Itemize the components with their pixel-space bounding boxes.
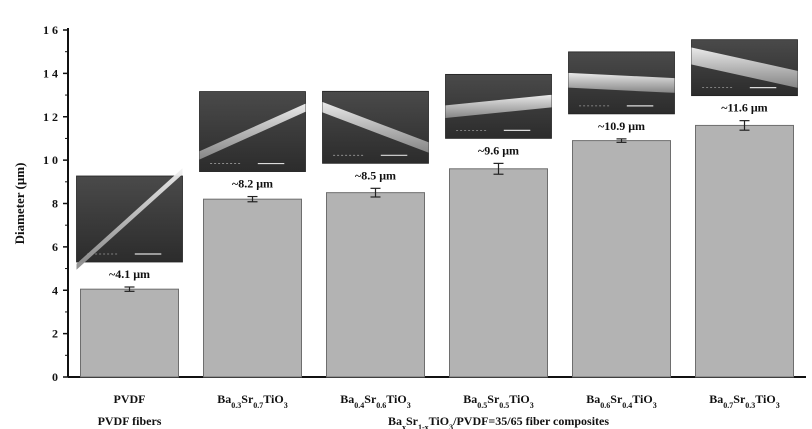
y-axis-title: Diameter (μm) <box>12 163 27 245</box>
bar-1 <box>80 288 179 378</box>
category-label-2: Ba0.3Sr0.7TiO3 <box>217 392 287 410</box>
sem-insets: SEM micrographSEM micrographSEM microgra… <box>76 39 798 270</box>
axes: 0 2 4 6 8 1 0 1 2 1 4 1 6 Diameter (μm) <box>12 23 806 384</box>
group-label-pvdf: PVDF fibers <box>98 414 162 428</box>
sem-image-3: SEM micrograph <box>322 90 429 164</box>
y-tick-label: 0 <box>52 370 58 384</box>
y-tick-label: 8 <box>52 197 58 211</box>
data-label: ~11.6 μm <box>721 101 767 115</box>
labels: ~4.1 μm PVDF ~8.2 μm Ba0.3Sr0.7TiO3 ~8.5 μm B… <box>98 101 780 429</box>
bars <box>80 120 794 378</box>
sem-image-6: SEM micrograph <box>691 39 798 97</box>
y-tick-label: 2 <box>52 327 58 341</box>
bar-3 <box>326 192 425 378</box>
y-tick-label: 1 0 <box>43 153 58 167</box>
bar-6 <box>695 124 794 378</box>
category-label-6: Ba0.7Sr0.3TiO3 <box>709 392 779 410</box>
group-label-composites: BaxSr1-xTiO3/PVDF=35/65 fiber composites <box>388 414 609 429</box>
data-label: ~9.6 μm <box>478 143 519 157</box>
category-label-5: Ba0.6Sr0.4TiO3 <box>586 392 656 410</box>
y-tick-label: 1 4 <box>43 66 58 80</box>
sem-image-1: SEM micrograph <box>76 168 183 269</box>
category-label-4: Ba0.5Sr0.5TiO3 <box>463 392 533 410</box>
sem-image-2: SEM micrograph <box>199 91 306 172</box>
y-tick-label: 4 <box>52 283 58 297</box>
bar-4 <box>449 168 548 378</box>
data-label: ~8.5 μm <box>355 168 396 182</box>
category-label-1: PVDF <box>114 392 146 406</box>
sem-image-5: SEM micrograph <box>568 51 675 115</box>
data-label: ~4.1 μm <box>109 267 150 281</box>
bar-5 <box>572 140 671 378</box>
category-label-3: Ba0.4Sr0.6TiO3 <box>340 392 410 410</box>
data-label: ~8.2 μm <box>232 177 273 191</box>
sem-image-4: SEM micrograph <box>445 73 552 139</box>
y-tick-label: 1 2 <box>43 110 58 124</box>
y-tick-label: 6 <box>52 240 58 254</box>
y-tick-label: 1 6 <box>43 23 58 37</box>
data-label: ~10.9 μm <box>598 119 645 133</box>
bar-2 <box>203 198 302 378</box>
